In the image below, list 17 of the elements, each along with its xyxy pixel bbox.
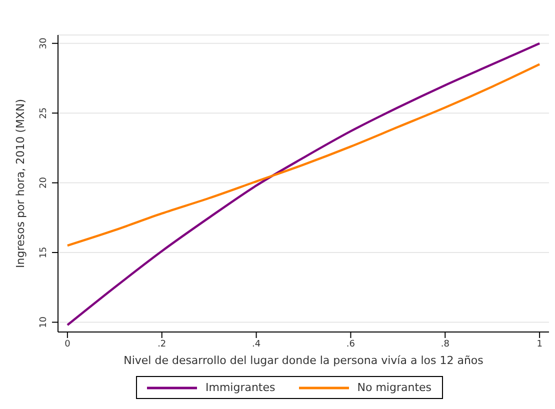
y-tick-label: 25 (39, 107, 49, 119)
x-tick-label: 0 (64, 339, 71, 350)
x-axis-title: Nivel de desarrollo del lugar donde la persona vivía a los 12 años (124, 354, 484, 367)
x-tick-label: 1 (536, 339, 542, 350)
x-tick-label: .8 (440, 339, 450, 350)
x-tick-label: .6 (346, 339, 356, 350)
legend-label: Immigrantes (204, 381, 276, 394)
y-axis-title: Ingresos por hora, 2010 (MXN) (14, 99, 27, 268)
y-tick-label: 30 (39, 37, 49, 50)
y-tick-label: 10 (39, 316, 49, 328)
y-tick-label: 15 (39, 246, 49, 258)
line-series (66, 63, 541, 247)
line-series (66, 42, 541, 326)
legend-label: No migrantes (356, 381, 432, 394)
x-tick-label: .4 (252, 339, 261, 350)
x-tick-label: .2 (158, 339, 166, 350)
y-tick-label: 20 (39, 176, 49, 189)
